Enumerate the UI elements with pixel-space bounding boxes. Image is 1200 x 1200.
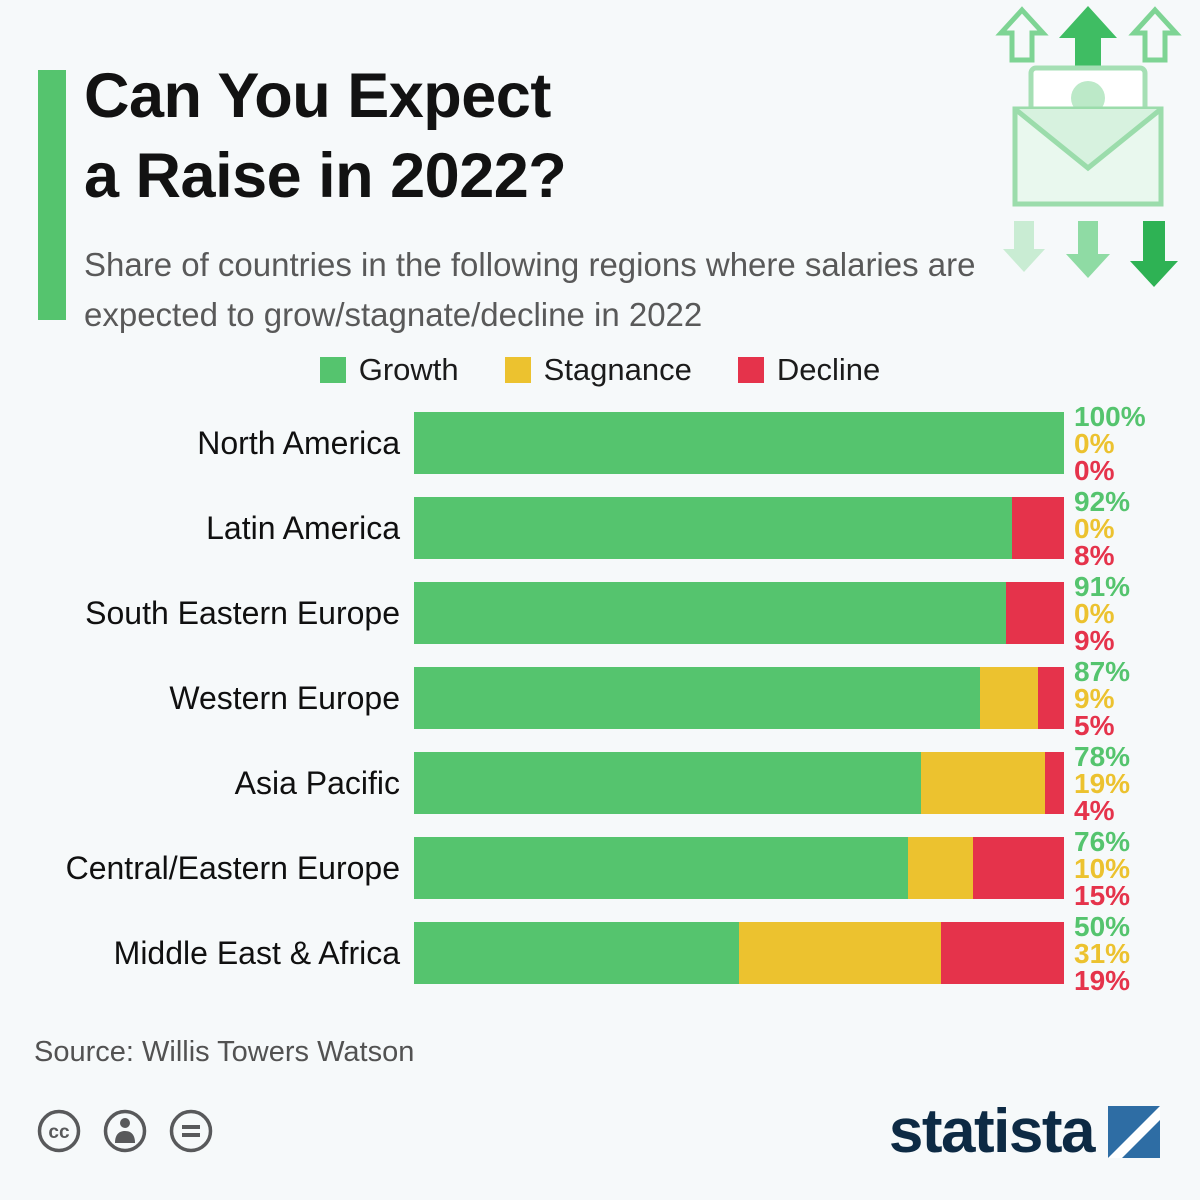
legend-item-growth: Growth: [319, 352, 459, 388]
value-label-decline: 8%: [1074, 539, 1115, 571]
title-accent-bar: [38, 70, 66, 320]
bar-segment-growth: [414, 582, 1006, 644]
region-label: Western Europe: [169, 679, 400, 716]
chart-row: North America 100% 0% 0%: [16, 402, 1145, 484]
value-label-growth: 78%: [1074, 740, 1131, 772]
bar-segment-stagnance: [979, 667, 1038, 729]
value-label-decline: 4%: [1074, 794, 1115, 826]
stacked-bar: [414, 412, 1064, 474]
bar-segment-decline: [973, 837, 1064, 899]
chart-row: Asia Pacific 78% 19% 4%: [16, 742, 1146, 824]
region-label: North America: [197, 424, 400, 461]
legend-swatch-icon: [319, 357, 346, 383]
bar-segment-growth: [414, 667, 980, 729]
value-label-stagnance: 0%: [1074, 427, 1115, 459]
header: Can You Expect a Raise in 2022? Share of …: [84, 56, 984, 339]
value-label-growth: 76%: [1074, 825, 1131, 857]
bar-segment-stagnance: [908, 837, 973, 899]
value-label-stagnance: 0%: [1074, 597, 1115, 629]
value-label-stagnance: 10%: [1074, 852, 1131, 884]
legend-swatch-icon: [737, 357, 764, 383]
value-labels: 92% 0% 8%: [1074, 485, 1131, 571]
bar-segment-decline: [1038, 667, 1064, 729]
statista-logo[interactable]: statista: [889, 1096, 1160, 1167]
svg-text:cc: cc: [48, 1122, 70, 1143]
legend-item-stagnance: Stagnance: [504, 352, 692, 388]
chart-row: South Eastern Europe 91% 0% 9%: [16, 572, 1146, 654]
value-labels: 87% 9% 5%: [1074, 655, 1131, 741]
chart-row: Latin America 92% 0% 8%: [16, 487, 1146, 569]
source-text: Source: Willis Towers Watson: [34, 1036, 415, 1068]
chart-row: Central/Eastern Europe 76% 10% 15%: [16, 827, 1146, 909]
region-label: South Eastern Europe: [85, 594, 400, 631]
bar-segment-stagnance: [921, 752, 1045, 814]
title-line-2: a Raise in 2022?: [84, 141, 567, 211]
value-labels: 91% 0% 9%: [1074, 570, 1131, 656]
bar-segment-decline: [1012, 497, 1064, 559]
title-line-1: Can You Expect: [84, 61, 551, 131]
stacked-bar: [414, 922, 1064, 984]
stacked-bar: [414, 837, 1064, 899]
bar-segment-decline: [940, 922, 1064, 984]
value-label-growth: 100%: [1074, 400, 1146, 432]
chart-rows: North America 100% 0% 0% Latin America 92% 0% 8…: [16, 402, 1146, 1007]
value-label-growth: 91%: [1074, 570, 1131, 602]
value-label-decline: 5%: [1074, 709, 1115, 741]
value-label-decline: 19%: [1074, 964, 1131, 996]
region-label: Central/Eastern Europe: [65, 849, 400, 886]
value-labels: 78% 19% 4%: [1074, 740, 1131, 826]
value-labels: 50% 31% 19%: [1074, 910, 1131, 996]
statista-wordmark: statista: [888, 1097, 1096, 1166]
equals-icon[interactable]: [168, 1108, 214, 1154]
region-label: Middle East & Africa: [113, 934, 400, 971]
money-envelope-raise-arrows-icon: [987, 6, 1192, 306]
value-label-decline: 15%: [1074, 879, 1131, 911]
value-label-stagnance: 19%: [1074, 767, 1131, 799]
bar-segment-growth: [414, 922, 739, 984]
bar-segment-growth: [414, 837, 908, 899]
value-labels: 76% 10% 15%: [1074, 825, 1131, 911]
legend-swatch-icon: [504, 357, 531, 383]
stacked-bar: [414, 497, 1064, 559]
page-title: Can You Expect a Raise in 2022?: [84, 56, 984, 216]
legend: Growth Stagnance Decline: [0, 352, 1200, 388]
chart-row: Western Europe 87% 9% 5%: [16, 657, 1146, 739]
region-label: Asia Pacific: [234, 764, 400, 801]
stacked-bar: [414, 667, 1064, 729]
legend-item-decline: Decline: [737, 352, 881, 388]
legend-label: Stagnance: [543, 352, 692, 387]
bar-segment-growth: [414, 412, 1064, 474]
value-labels: 100% 0% 0%: [1074, 400, 1146, 486]
value-label-stagnance: 31%: [1074, 937, 1131, 969]
value-label-growth: 50%: [1074, 910, 1131, 942]
value-label-growth: 92%: [1074, 485, 1131, 517]
value-label-stagnance: 9%: [1074, 682, 1115, 714]
legend-label: Decline: [776, 352, 881, 387]
value-label-decline: 0%: [1074, 454, 1115, 486]
statista-mark-icon: [1108, 1105, 1160, 1158]
stacked-bar: [414, 752, 1064, 814]
stacked-bar: [414, 582, 1064, 644]
legend-label: Growth: [358, 352, 459, 387]
subtitle: Share of countries in the following regi…: [84, 246, 976, 333]
value-label-stagnance: 0%: [1074, 512, 1115, 544]
value-label-growth: 87%: [1074, 655, 1131, 687]
value-label-decline: 9%: [1074, 624, 1115, 656]
region-label: Latin America: [206, 509, 400, 546]
attribution-person-icon[interactable]: [102, 1108, 148, 1154]
chart-row: Middle East & Africa 50% 31% 19%: [16, 912, 1146, 994]
bar-segment-decline: [1005, 582, 1064, 644]
creative-commons-icon[interactable]: cc: [36, 1108, 82, 1154]
bar-segment-decline: [1044, 752, 1064, 814]
bar-segment-stagnance: [739, 922, 941, 984]
bar-segment-growth: [414, 497, 1012, 559]
bar-segment-growth: [414, 752, 921, 814]
license-icons[interactable]: cc: [36, 1108, 214, 1154]
